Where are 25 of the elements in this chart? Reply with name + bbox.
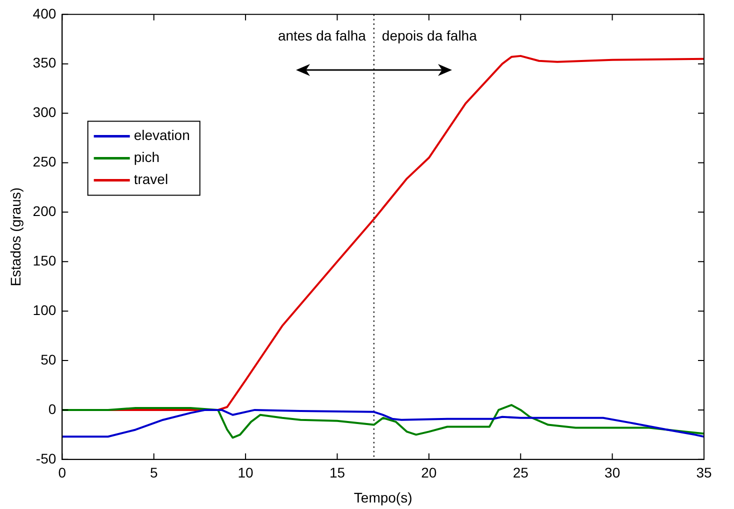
y-tick-label: 50 xyxy=(40,351,56,368)
legend-label: pich xyxy=(134,149,160,166)
x-tick-label: 0 xyxy=(58,464,66,481)
y-tick-label: 100 xyxy=(32,302,56,318)
y-tick-label: 250 xyxy=(32,154,56,170)
x-tick-label: 25 xyxy=(512,464,529,481)
x-tick-label: 35 xyxy=(696,464,712,481)
x-tick-label: 20 xyxy=(421,464,437,481)
y-tick-label: 200 xyxy=(32,203,56,220)
x-tick-label: 30 xyxy=(604,464,620,481)
y-tick-label: 350 xyxy=(32,54,56,71)
annotation: antes da falha xyxy=(278,27,366,44)
y-tick-label: 400 xyxy=(32,5,56,22)
annotation: depois da falha xyxy=(382,27,478,44)
x-tick-label: 10 xyxy=(238,464,254,481)
x-axis-title: Tempo(s) xyxy=(354,489,412,506)
legend-label: travel xyxy=(134,171,168,188)
y-tick-label: 150 xyxy=(32,252,56,268)
y-tick-label: 0 xyxy=(48,400,56,417)
y-tick-label: 300 xyxy=(32,104,56,120)
x-tick-label: 15 xyxy=(329,464,346,481)
legend-label: elevation xyxy=(134,127,190,144)
y-tick-label: -50 xyxy=(36,450,56,466)
x-tick-label: 5 xyxy=(150,464,158,481)
y-axis-title: Estados (graus) xyxy=(7,187,24,286)
